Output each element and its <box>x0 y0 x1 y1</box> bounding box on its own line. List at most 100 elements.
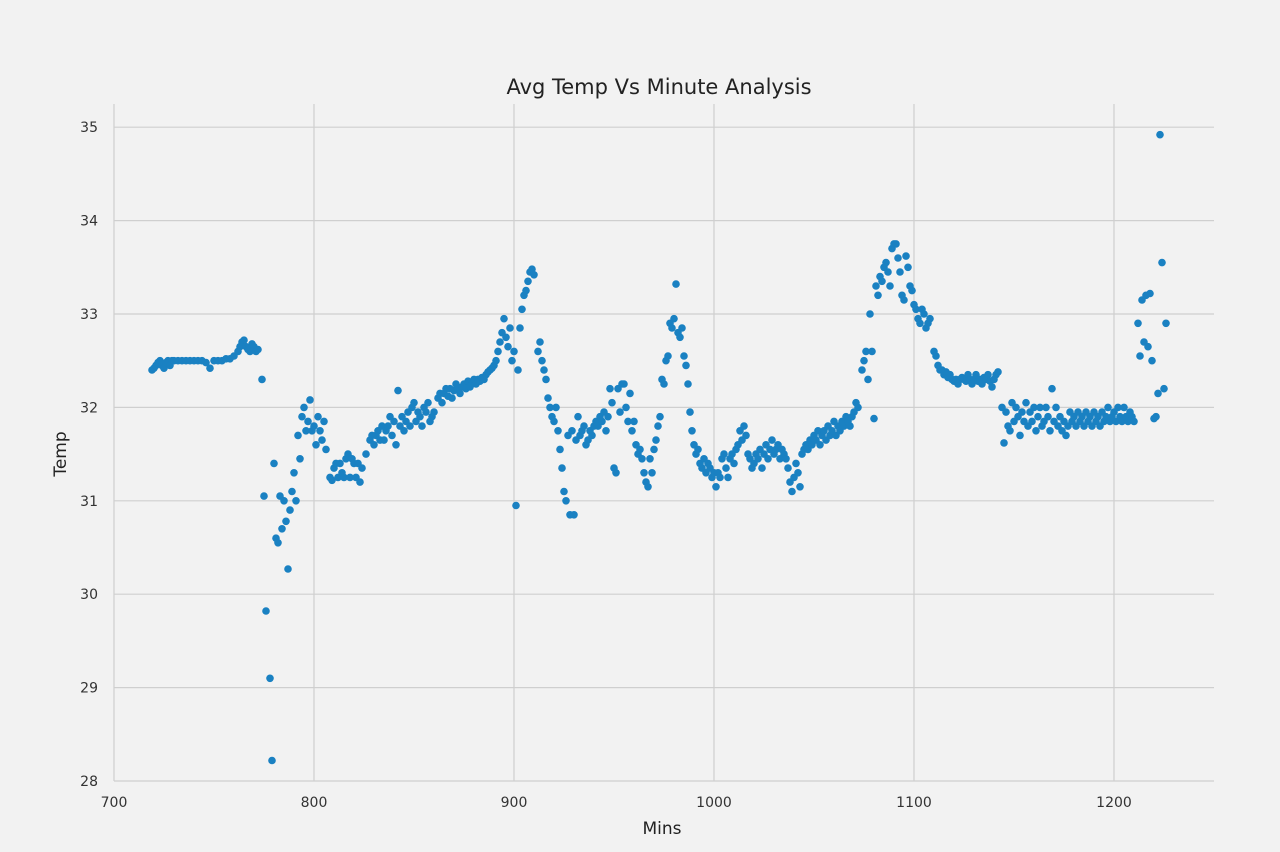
y-tick-label: 34 <box>80 214 98 230</box>
data-point <box>882 258 890 267</box>
data-point <box>1120 403 1128 412</box>
data-point <box>510 347 518 356</box>
data-point <box>672 280 680 288</box>
data-point <box>512 501 520 510</box>
data-point <box>874 291 882 300</box>
data-point <box>1160 384 1168 393</box>
data-point <box>646 455 654 463</box>
data-point <box>884 268 892 276</box>
data-point <box>430 408 438 416</box>
data-point <box>1018 408 1026 416</box>
data-point <box>602 427 610 435</box>
data-point <box>522 286 530 295</box>
data-point <box>322 445 330 454</box>
data-point <box>904 263 912 272</box>
x-tick-label: 700 <box>101 795 128 811</box>
data-point <box>858 366 866 374</box>
data-point <box>302 427 310 435</box>
x-tick-label: 1100 <box>896 795 932 811</box>
data-point <box>504 342 512 351</box>
data-point <box>678 324 686 332</box>
data-point <box>288 487 296 496</box>
data-point <box>514 366 522 374</box>
data-point <box>1048 384 1056 393</box>
data-point <box>496 338 504 346</box>
data-point <box>294 431 302 440</box>
data-point <box>320 417 328 426</box>
data-point <box>310 422 318 430</box>
data-point <box>258 375 266 384</box>
data-point <box>1030 403 1038 412</box>
data-point <box>336 459 344 468</box>
data-point <box>266 674 274 683</box>
data-point <box>846 422 854 430</box>
data-point <box>712 483 720 491</box>
data-point <box>1006 427 1014 435</box>
data-point <box>500 314 508 323</box>
data-point <box>758 464 766 472</box>
y-tick-label: 31 <box>80 494 98 510</box>
data-point <box>306 396 314 404</box>
data-point <box>908 286 916 295</box>
data-point <box>292 497 300 505</box>
data-point <box>650 445 658 454</box>
data-point <box>794 469 802 477</box>
gridlines <box>113 104 1214 782</box>
data-point <box>622 403 630 412</box>
data-point <box>560 487 568 496</box>
data-point <box>1144 342 1152 351</box>
data-point <box>988 383 996 391</box>
data-point <box>604 412 612 421</box>
data-point <box>1146 289 1154 298</box>
data-point <box>370 441 378 449</box>
data-point <box>558 464 566 472</box>
data-point <box>380 436 388 444</box>
data-point <box>312 441 320 449</box>
data-point <box>400 427 408 435</box>
data-point <box>1034 412 1042 421</box>
data-point <box>892 240 900 248</box>
data-point <box>346 473 354 482</box>
data-point <box>668 324 676 332</box>
data-point <box>494 347 502 356</box>
data-point <box>788 487 796 496</box>
data-point <box>768 436 776 444</box>
data-point <box>422 408 430 416</box>
data-point <box>542 375 550 384</box>
data-point <box>298 412 306 421</box>
data-point <box>280 497 288 505</box>
data-points <box>148 130 1170 765</box>
data-point <box>580 422 588 430</box>
data-point <box>300 403 308 412</box>
data-point <box>1042 403 1050 412</box>
data-point <box>1154 389 1162 398</box>
data-point <box>628 427 636 435</box>
data-point <box>518 305 526 314</box>
data-point <box>546 403 554 412</box>
data-point <box>502 333 510 342</box>
data-point <box>260 492 268 500</box>
data-point <box>932 352 940 360</box>
data-point <box>648 469 656 477</box>
data-point <box>1012 403 1020 412</box>
data-point <box>886 282 894 290</box>
data-point <box>284 565 292 573</box>
data-point <box>562 497 570 505</box>
data-point <box>868 347 876 356</box>
data-point <box>1130 417 1138 426</box>
data-point <box>616 408 624 416</box>
data-point <box>1062 431 1070 440</box>
y-tick-labels: 28 29 30 31 32 33 34 35 <box>80 120 98 790</box>
data-point <box>1134 319 1142 328</box>
data-point <box>792 459 800 468</box>
x-tick-label: 900 <box>501 795 528 811</box>
data-point <box>740 422 748 430</box>
data-point <box>390 417 398 426</box>
data-point <box>624 417 632 426</box>
data-point <box>916 319 924 328</box>
x-tick-label: 800 <box>301 795 328 811</box>
data-point <box>356 478 364 486</box>
data-point <box>274 539 282 547</box>
data-point <box>240 336 248 345</box>
data-point <box>652 436 660 444</box>
